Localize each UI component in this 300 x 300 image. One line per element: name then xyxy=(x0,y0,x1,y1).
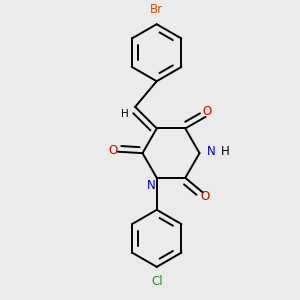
Text: H: H xyxy=(121,109,129,119)
Text: Br: Br xyxy=(150,3,163,16)
Text: H: H xyxy=(220,145,229,158)
Text: O: O xyxy=(202,106,212,118)
Text: O: O xyxy=(108,144,118,157)
Text: Cl: Cl xyxy=(151,275,163,288)
Text: N: N xyxy=(207,145,215,158)
Text: N: N xyxy=(147,179,155,192)
Text: O: O xyxy=(201,190,210,203)
